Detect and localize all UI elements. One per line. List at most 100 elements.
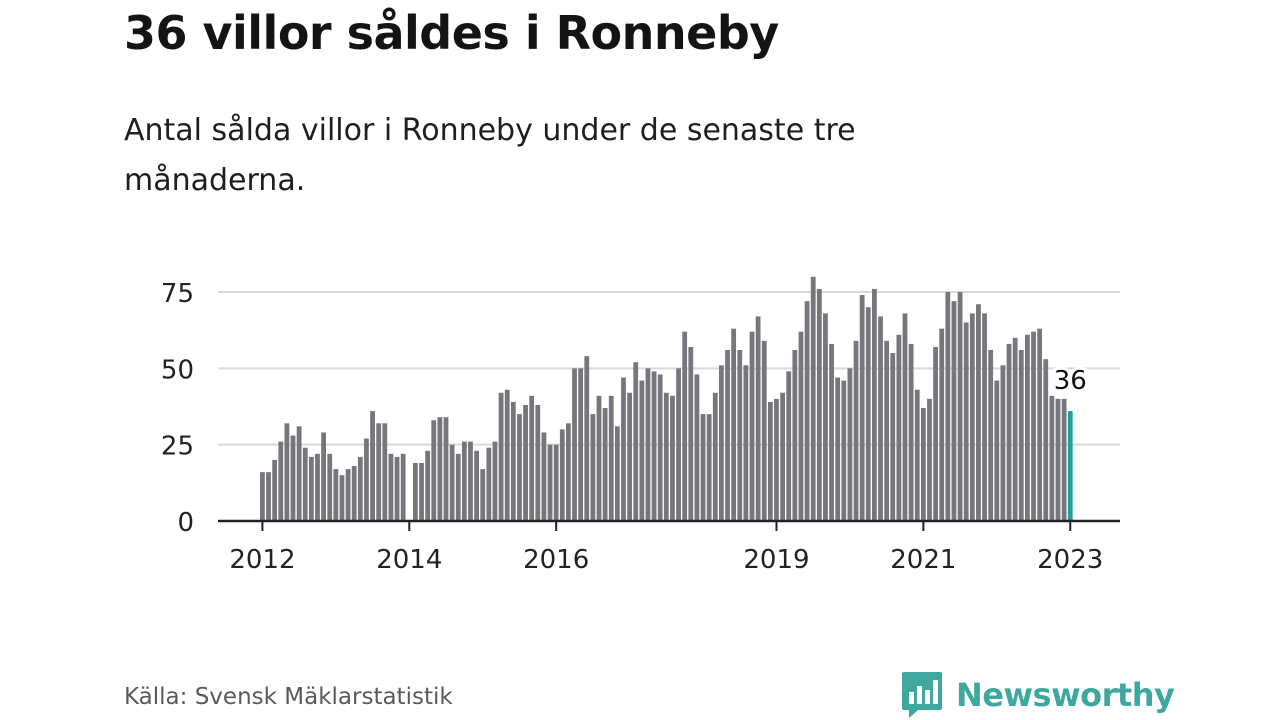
bar	[676, 368, 681, 521]
bar	[639, 380, 645, 521]
bar	[823, 313, 828, 521]
bar	[945, 292, 951, 521]
bar	[308, 456, 314, 521]
bar	[425, 450, 431, 521]
bar	[260, 472, 265, 521]
bar	[908, 343, 914, 521]
bar	[351, 466, 357, 521]
bar	[449, 444, 455, 521]
bar	[382, 423, 388, 521]
bar	[376, 423, 382, 521]
bar	[357, 456, 363, 521]
bar	[517, 414, 522, 521]
bar	[578, 368, 584, 521]
bar	[890, 353, 896, 521]
chart-title: 36 villor såldes i Ronneby	[124, 6, 779, 60]
bar	[767, 401, 773, 521]
bar	[969, 313, 975, 521]
newsworthy-logo: Newsworthy	[900, 670, 1175, 720]
x-tick-label: 2016	[523, 545, 589, 575]
bar	[535, 404, 541, 521]
bar	[731, 328, 737, 521]
bar	[504, 389, 510, 521]
bar	[541, 432, 547, 521]
x-tick-label: 2012	[229, 545, 295, 575]
bar	[584, 356, 590, 521]
bar	[700, 414, 706, 521]
bar	[914, 389, 920, 521]
bar	[559, 429, 565, 521]
bar	[474, 450, 479, 521]
bar	[774, 398, 779, 521]
bar	[370, 411, 375, 521]
x-tick-label: 2021	[890, 545, 956, 575]
bar	[847, 368, 853, 521]
bar	[572, 368, 577, 521]
bar	[761, 340, 767, 521]
bar-chart: 0 25 50 75 36 2012 2014 2016 2019 2021 2023	[161, 276, 1120, 575]
bar	[755, 316, 761, 521]
bar	[994, 380, 1000, 521]
bar	[853, 340, 859, 521]
chart-subtitle: Antal sålda villor i Ronneby under de se…	[124, 113, 856, 198]
bar	[982, 313, 987, 521]
bar	[798, 331, 804, 521]
bar	[878, 316, 883, 521]
bar	[816, 288, 822, 521]
bar	[884, 340, 890, 521]
bar	[621, 377, 626, 521]
bar	[400, 453, 406, 521]
bar	[492, 441, 498, 521]
bar	[841, 380, 847, 521]
bar	[688, 346, 694, 521]
bar	[810, 276, 816, 521]
bar	[865, 307, 871, 521]
bar	[804, 301, 810, 521]
bar	[743, 365, 749, 521]
bar	[1025, 334, 1030, 521]
bar	[339, 475, 345, 521]
bar	[302, 447, 308, 521]
bar	[437, 417, 443, 521]
bar	[920, 408, 926, 521]
bar	[645, 368, 651, 521]
bar	[468, 441, 473, 521]
bar	[663, 392, 669, 521]
bar	[290, 435, 296, 521]
bar	[431, 420, 437, 521]
bar	[388, 453, 394, 521]
bar	[963, 322, 969, 521]
bar	[602, 408, 608, 521]
bar	[1061, 398, 1067, 521]
bar	[1031, 331, 1036, 521]
bar	[694, 374, 700, 521]
bar	[651, 371, 657, 521]
bar	[455, 453, 461, 521]
source-note: Källa: Svensk Mäklarstatistik	[124, 684, 453, 710]
bar	[419, 462, 424, 521]
bar	[608, 395, 614, 521]
bar	[1018, 350, 1024, 521]
bar	[529, 395, 535, 521]
bar	[1006, 343, 1012, 521]
bar	[633, 362, 639, 521]
x-tick-label: 2014	[376, 545, 442, 575]
bar	[296, 426, 302, 521]
bar	[345, 469, 351, 521]
bar	[315, 453, 320, 521]
bar	[951, 301, 957, 521]
bar	[333, 469, 339, 521]
bar	[1043, 359, 1049, 521]
bar	[786, 371, 792, 521]
bar	[278, 441, 284, 521]
bar	[719, 365, 724, 521]
y-tick-label: 25	[161, 432, 194, 462]
bar	[988, 350, 994, 521]
bar	[394, 456, 400, 521]
bar	[792, 350, 798, 521]
highlighted-bar	[1067, 411, 1073, 521]
bar	[896, 334, 902, 521]
bar	[413, 462, 418, 521]
bar	[614, 426, 620, 521]
bar	[1012, 337, 1018, 521]
